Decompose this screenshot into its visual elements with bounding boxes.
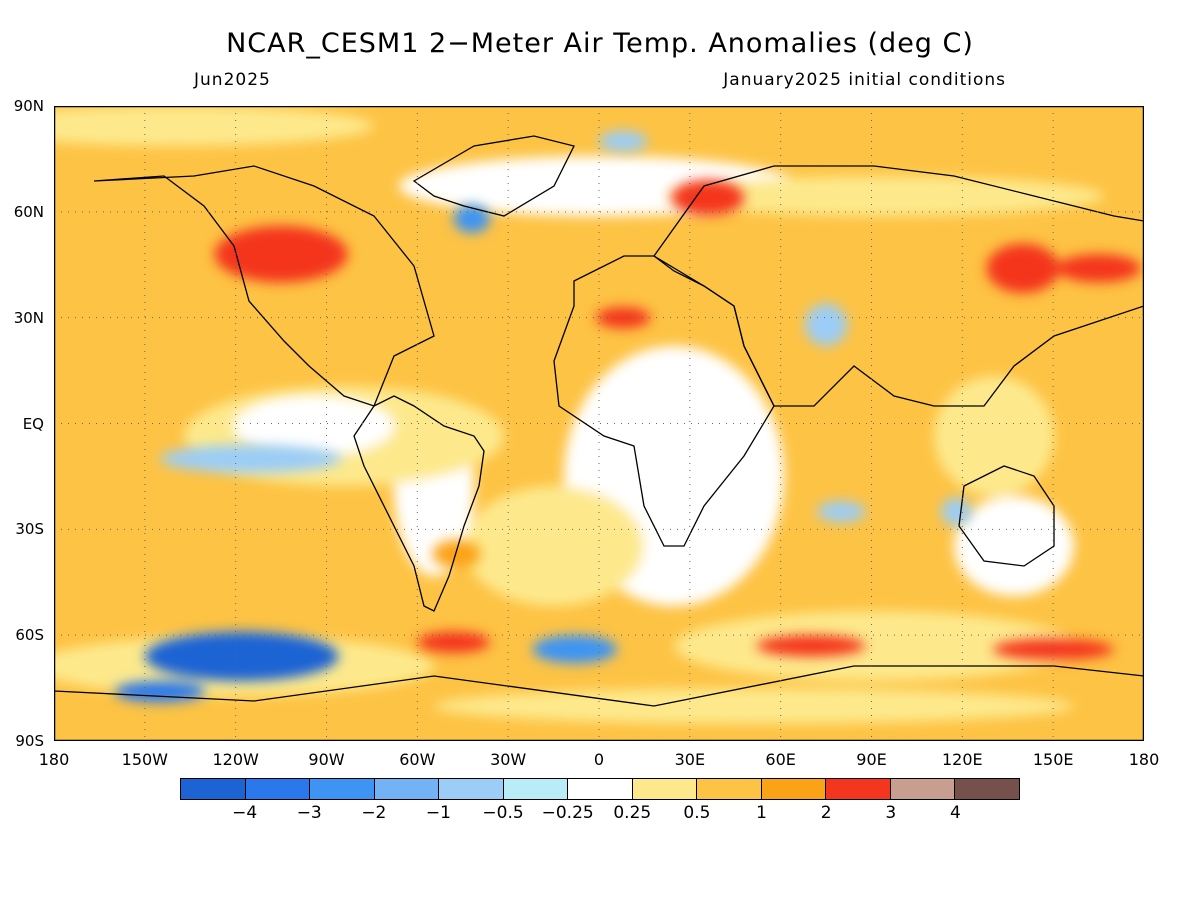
color-scale-swatch [181, 779, 246, 799]
anomaly-south-pacific-cold [144, 631, 339, 682]
color-scale-label: 0.5 [683, 803, 711, 823]
lat-tick-label: 60S [15, 626, 44, 645]
coastlines [54, 135, 1144, 741]
lat-tick-label: 30S [15, 520, 44, 539]
color-scale-swatch [697, 779, 762, 799]
anomaly-south-atlantic-cold [532, 635, 618, 664]
anomaly-regions [114, 130, 1141, 703]
color-scale-swatch [439, 779, 504, 799]
color-scale-swatch [632, 779, 698, 799]
color-scale-swatch [374, 779, 440, 799]
lat-tick-label: 90S [15, 732, 44, 750]
color-scale-swatch [761, 779, 827, 799]
color-scale-bar [180, 778, 1020, 800]
map-title: NCAR_CESM1 2−Meter Air Temp. Anomalies (… [226, 28, 974, 59]
graticule [54, 106, 1144, 741]
color-scale-swatch [890, 779, 956, 799]
lat-tick-label: 60N [13, 202, 44, 221]
anomaly-arctic-cold [599, 130, 648, 152]
lon-tick-label: 90E [856, 750, 887, 769]
lon-tick-label: 150W [121, 750, 168, 769]
color-scale-label: −0.5 [482, 803, 524, 823]
color-scale-label: 1 [756, 803, 767, 823]
color-scale-label: 4 [949, 803, 961, 823]
color-scale-label: 3 [885, 803, 897, 823]
lon-tick-label: 30W [490, 750, 527, 769]
anomaly-greenland-sea-cold [453, 204, 491, 233]
map-border [54, 106, 1144, 741]
lon-tick-label: 60E [765, 750, 796, 769]
anomaly-east-asia-warm [986, 243, 1060, 293]
color-scale-swatch [245, 779, 311, 799]
color-scale-label: 2 [820, 803, 832, 823]
lon-tick-label: 120W [212, 750, 259, 769]
anomaly-antarctic-pacific-warm [992, 638, 1114, 660]
color-scale-swatch [503, 779, 569, 799]
lat-tick-label: 30N [13, 308, 44, 327]
anomaly-antarctic-indian-warm [756, 635, 866, 657]
lon-tick-label: 150E [1032, 750, 1074, 769]
lon-tick-label: 180 [1128, 750, 1160, 769]
init-conditions: January2025 initial conditions [723, 70, 1006, 90]
anomaly-south-america-warm [432, 539, 481, 569]
lon-tick-label: 90W [308, 750, 345, 769]
lat-tick-label: 90N [13, 97, 44, 115]
lon-tick-label: 30E [674, 750, 706, 769]
color-scale-label: −1 [425, 803, 451, 823]
color-scale-swatch [310, 779, 375, 799]
anomaly-north-pacific-warm [1056, 254, 1141, 283]
anomaly-amundsen-cold [114, 681, 206, 703]
lon-tick-label: 0 [593, 750, 605, 769]
map-canvas [54, 106, 1144, 741]
anomaly-antarctic-atlantic-warm [417, 631, 490, 653]
anomaly-western-us-warm [214, 225, 348, 283]
color-scale-swatch [955, 779, 1019, 799]
color-scale-label: −0.25 [541, 803, 594, 823]
anomaly-west-australia-cool [941, 497, 972, 526]
target-month: Jun2025 [194, 70, 271, 90]
anomaly-map [54, 106, 1144, 741]
anomaly-sahara-warm [595, 307, 651, 329]
color-scale-swatch [826, 779, 891, 799]
anomaly-tropical-pacific-cool [159, 444, 342, 473]
color-scale-label: −3 [296, 803, 322, 823]
color-scale-label: 0.25 [613, 803, 652, 823]
lon-tick-label: 180 [38, 750, 70, 769]
lat-tick-label: EQ [22, 414, 44, 433]
lon-tick-label: 120E [942, 750, 983, 769]
color-scale-label: −2 [361, 803, 387, 823]
color-scale-label: −4 [232, 803, 258, 823]
anomaly-south-indian-cool [817, 501, 866, 523]
color-scale-swatch [568, 779, 633, 799]
anomaly-india-cold [804, 303, 848, 346]
lon-tick-label: 60W [399, 750, 436, 769]
